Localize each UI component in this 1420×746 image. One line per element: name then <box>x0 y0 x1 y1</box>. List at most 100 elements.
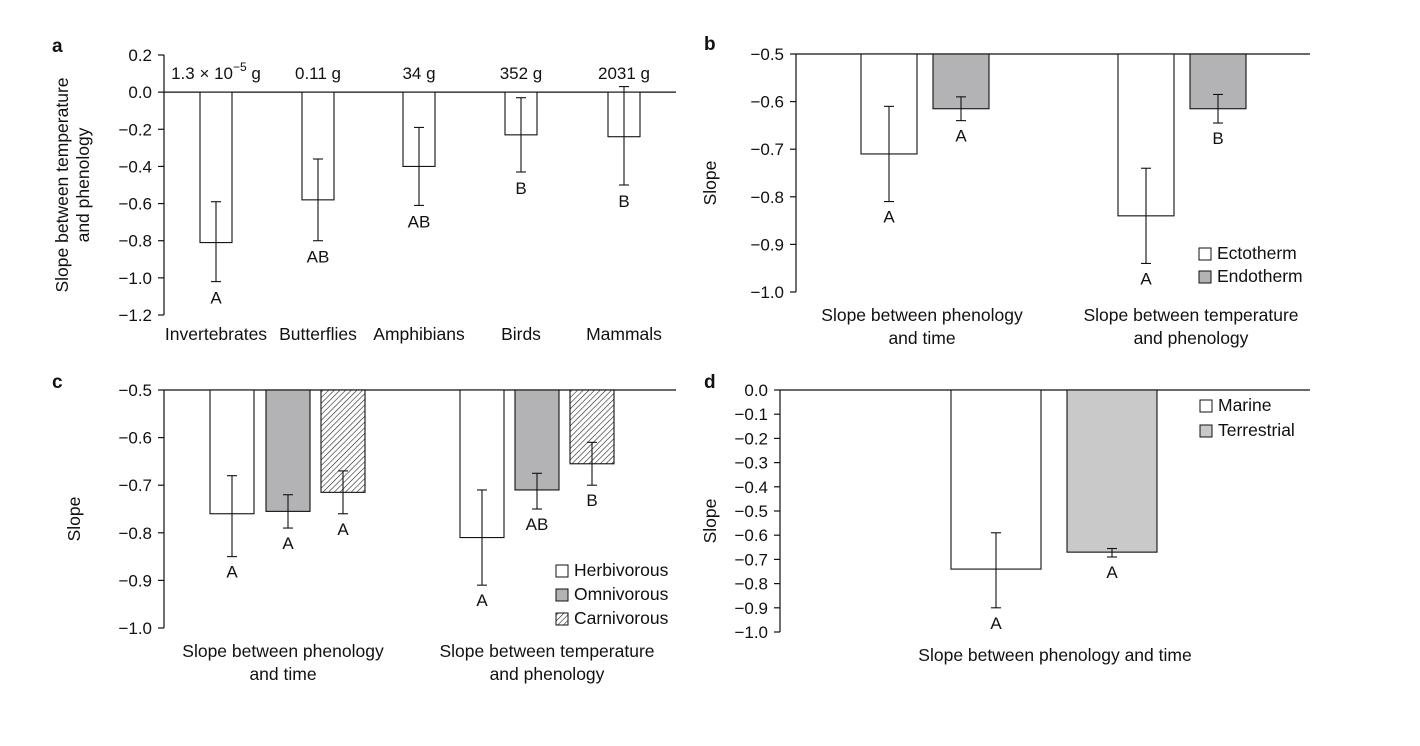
mass-label: 1.3 × 10−5 g <box>171 60 261 83</box>
legend-label: Marine <box>1218 395 1272 415</box>
y-tick-label: 0.2 <box>128 46 152 65</box>
y-tick-label: −0.6 <box>118 429 152 448</box>
y-tick-label: −0.9 <box>734 599 768 618</box>
mass-label: 0.11 g <box>295 64 341 83</box>
bar <box>950 389 1042 570</box>
group-label: and phenology <box>1134 328 1249 348</box>
y-tick-label: −0.8 <box>118 524 152 543</box>
mass-label-exponent: −5 <box>233 60 247 74</box>
panel-c: −0.5−0.6−0.7−0.8−0.9−1.0cSlopeAAAABABSlo… <box>52 372 676 684</box>
bar <box>265 389 311 512</box>
group-label: Slope between temperature <box>440 641 655 661</box>
y-tick-label: −0.8 <box>118 232 152 251</box>
y-tick-label: −0.6 <box>734 526 768 545</box>
significance-letter: A <box>1140 269 1152 288</box>
y-axis-label-line: Slope between temperature <box>52 78 72 293</box>
y-tick-label: −1.0 <box>118 619 152 638</box>
significance-letter: A <box>990 614 1002 633</box>
legend-swatch <box>555 612 569 626</box>
y-tick-label: −0.1 <box>734 405 768 424</box>
panel-letter: b <box>704 34 716 55</box>
legend-swatch <box>1198 247 1212 261</box>
y-tick-label: −0.9 <box>750 235 784 254</box>
significance-letter: A <box>1106 563 1118 582</box>
y-axis-label: Slope <box>700 499 720 544</box>
y-tick-label: −0.6 <box>118 195 152 214</box>
legend-label: Ectotherm <box>1217 243 1297 263</box>
significance-letter: A <box>955 127 967 146</box>
legend-swatch <box>555 564 569 578</box>
legend-label: Carnivorous <box>574 608 669 628</box>
category-label: Birds <box>501 324 541 344</box>
y-tick-label: 0.0 <box>128 83 152 102</box>
significance-letter: A <box>883 208 895 227</box>
bar <box>1066 389 1158 553</box>
legend-label: Herbivorous <box>574 560 669 580</box>
y-tick-label: −0.7 <box>118 476 152 495</box>
y-tick-label: −0.8 <box>750 188 784 207</box>
panel-a: 0.2 0.0 −0.2 −0.4 −0.6 −0.8 −1.0 −1.2 a Slope bet… <box>52 36 676 344</box>
category-label: Invertebrates <box>165 324 267 344</box>
y-tick-label: −0.5 <box>734 502 768 521</box>
mass-label: 352 g <box>500 64 543 83</box>
mass-label-unit: g <box>247 64 261 83</box>
mass-label: 2031 g <box>598 64 650 83</box>
y-axis-label-line: and phenology <box>73 127 93 242</box>
legend-label: Terrestrial <box>1218 420 1295 440</box>
significance-letter: B <box>618 192 629 211</box>
panel-b: −0.5 −0.6 −0.7 −0.8 −0.9 −1.0 b Slope A A A B Slope … <box>700 34 1310 348</box>
y-tick-label: −1.2 <box>118 306 152 325</box>
y-axis-label: Slope <box>700 161 720 206</box>
y-tick-label: −1.0 <box>734 623 768 642</box>
group-label: and time <box>888 328 955 348</box>
y-tick-label: −0.7 <box>734 550 768 569</box>
category-label: Butterflies <box>279 324 357 344</box>
group-label: Slope between phenology <box>182 641 384 661</box>
y-tick-label: −0.8 <box>734 575 768 594</box>
y-tick-label: −1.0 <box>750 283 784 302</box>
mass-label-base: 1.3 × 10 <box>171 64 233 83</box>
y-tick-label: −0.6 <box>750 93 784 112</box>
legend-swatch <box>1199 424 1213 438</box>
significance-letter: A <box>337 520 349 539</box>
significance-letter: B <box>1212 129 1223 148</box>
legend-label: Omnivorous <box>574 584 669 604</box>
group-label: Slope between phenology and time <box>918 645 1191 665</box>
group-label: Slope between temperature <box>1084 305 1299 325</box>
y-axis-label: Slope between temperatureand phenology <box>52 78 93 293</box>
panel-d: 0.0 −0.1 −0.2 −0.3 −0.4 −0.5 −0.6 −0.7 −0.8 −0.9 −… <box>700 372 1310 665</box>
category-label: Amphibians <box>373 324 465 344</box>
significance-letter: AB <box>526 515 549 534</box>
panel-letter: c <box>52 372 63 393</box>
y-tick-label: −0.7 <box>750 140 784 159</box>
y-tick-label: −0.9 <box>118 571 152 590</box>
significance-letter: AB <box>307 248 330 267</box>
y-tick-label: 0.0 <box>744 381 768 400</box>
significance-letter: AB <box>408 212 431 231</box>
significance-letter: B <box>515 179 526 198</box>
legend-swatch <box>555 588 569 602</box>
significance-letter: A <box>282 534 294 553</box>
panel-letter: d <box>704 372 716 393</box>
group-label: and phenology <box>490 664 605 684</box>
legend-label: Endotherm <box>1217 266 1303 286</box>
legend-swatch <box>1199 399 1213 413</box>
y-tick-label: −0.3 <box>734 454 768 473</box>
group-label: and time <box>249 664 316 684</box>
significance-letter: A <box>226 563 238 582</box>
y-tick-label: −1.0 <box>118 269 152 288</box>
group-label: Slope between phenology <box>821 305 1023 325</box>
y-tick-label: −0.4 <box>118 157 152 176</box>
y-tick-label: −0.5 <box>118 381 152 400</box>
y-tick-label: −0.2 <box>734 429 768 448</box>
y-tick-label: −0.4 <box>734 478 768 497</box>
y-axis-label: Slope <box>64 497 84 542</box>
significance-letter: A <box>210 289 222 308</box>
y-tick-label: −0.2 <box>118 120 152 139</box>
legend-swatch <box>1198 270 1212 284</box>
significance-letter: A <box>476 591 488 610</box>
panel-letter: a <box>52 36 63 57</box>
mass-label: 34 g <box>402 64 435 83</box>
significance-letter: B <box>586 491 597 510</box>
